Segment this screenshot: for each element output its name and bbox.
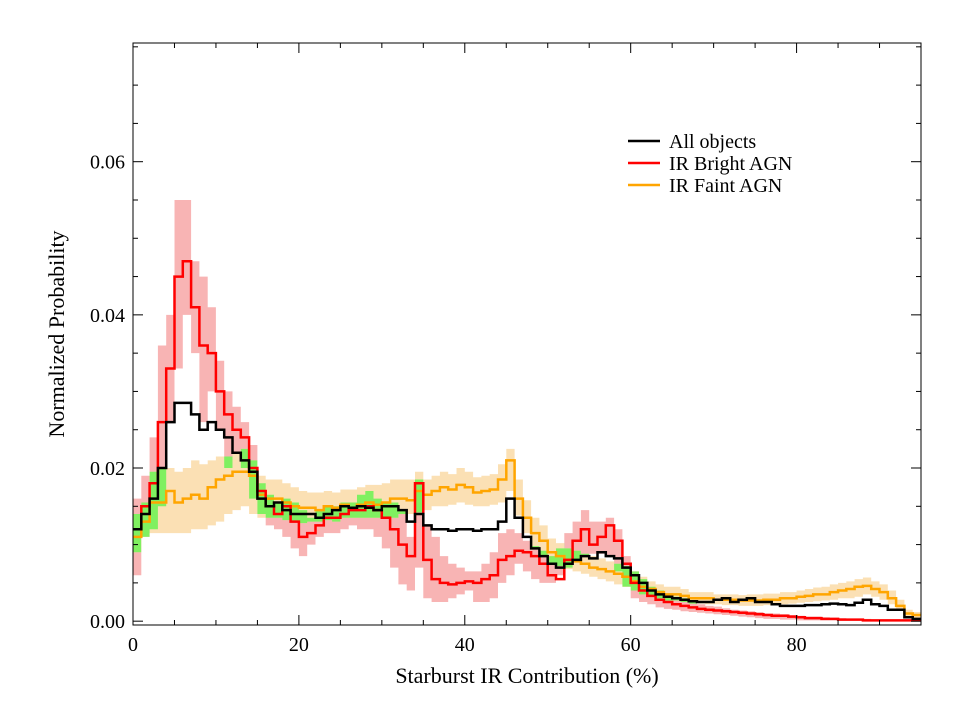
plot-area (133, 200, 921, 622)
x-tick-label: 60 (621, 634, 641, 656)
x-tick-label: 0 (128, 634, 138, 656)
legend-label-all-objects: All objects (669, 131, 756, 153)
series-line-all-objects (133, 401, 921, 621)
y-tick-label: 0.00 (90, 611, 125, 633)
x-tick-label: 80 (787, 634, 807, 656)
y-tick-label: 0.04 (90, 305, 125, 327)
legend-label-ir-faint-agn: IR Faint AGN (669, 175, 782, 197)
y-tick-label: 0.02 (90, 458, 125, 480)
x-tick-label: 40 (455, 634, 475, 656)
uncertainty-band-overlap (133, 448, 921, 619)
x-axis: 0 20 40 60 80 (128, 43, 881, 656)
plot-frame (132, 42, 922, 626)
legend: All objects IR Bright AGN IR Faint AGN (628, 131, 792, 197)
x-axis-title: Starburst IR Contribution (%) (395, 663, 658, 688)
y-axis-title: Normalized Probability (44, 230, 69, 437)
y-axis: 0.00 0.02 0.04 0.06 (90, 46, 921, 633)
uncertainty-band-ir-faint-agn (133, 448, 921, 619)
y-tick-label: 0.06 (90, 152, 125, 174)
x-tick-label: 20 (289, 634, 309, 656)
legend-label-ir-bright-agn: IR Bright AGN (669, 153, 792, 175)
uncertainty-band-ir-bright-agn (133, 200, 921, 621)
